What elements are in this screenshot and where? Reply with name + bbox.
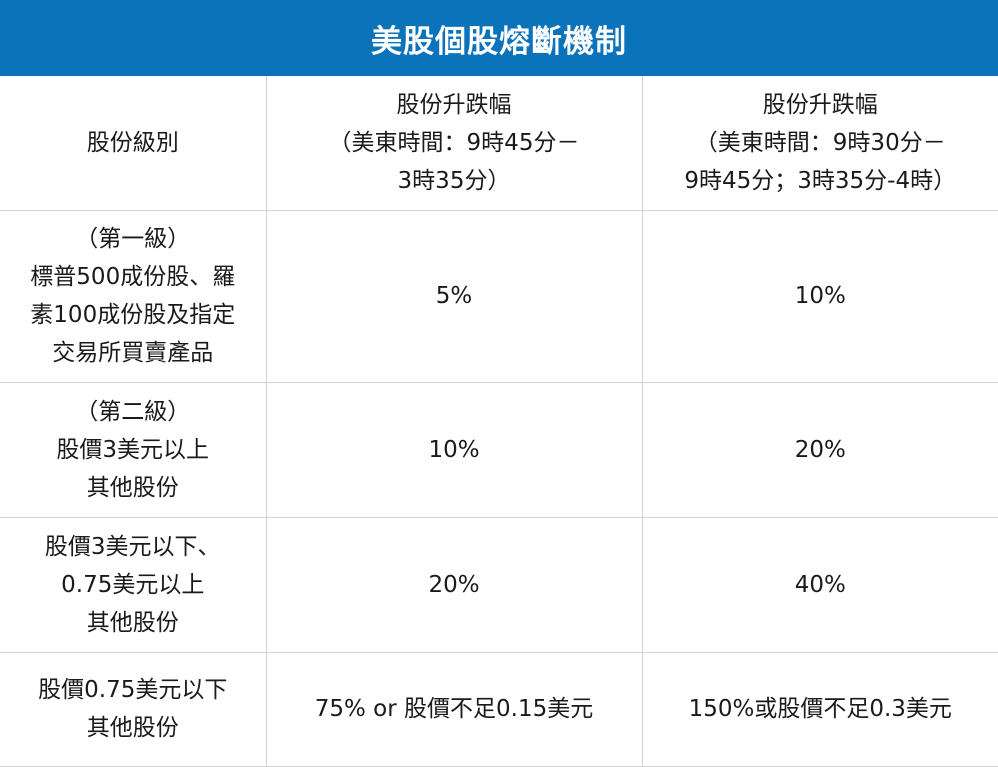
header-range-2-line-2: （美東時間：9時30分－ — [694, 129, 946, 156]
table-header-row: 股份級別 股份升跌幅 （美東時間：9時45分－ 3時35分） 股份升跌幅 （美東… — [0, 76, 998, 211]
level-cell: 股價3美元以下、 0.75美元以上 其他股份 — [0, 516, 267, 653]
level-cell: （第一級） 標普500成份股、羅 素100成份股及指定 交易所買賣產品 — [0, 209, 267, 383]
range-2-cell: 150%或股價不足0.3美元 — [641, 651, 998, 767]
level-line: （第二級） — [75, 398, 191, 425]
level-line: 標普500成份股、羅 — [30, 264, 236, 290]
level-cell: 股價0.75美元以下 其他股份 — [0, 651, 267, 767]
level-line: 其他股份 — [86, 474, 179, 501]
range-2-cell: 20% — [641, 381, 998, 518]
header-range-1-line-2: （美東時間：9時45分－ — [328, 129, 580, 156]
level-line: 股價0.75美元以下 — [38, 677, 228, 703]
header-range-2-line-3: 9時45分；3時35分-4時） — [684, 167, 957, 194]
header-range-1-line-3: 3時35分） — [397, 167, 511, 194]
range-1-cell: 75% or 股價不足0.15美元 — [265, 651, 643, 767]
level-line: 股價3美元以上 — [56, 436, 210, 463]
table-row: （第二級） 股價3美元以上 其他股份 10% 20% — [0, 381, 998, 518]
header-cell-level: 股份級別 — [0, 76, 267, 211]
header-level-line: 股份級別 — [86, 129, 179, 156]
header-cell-range-1: 股份升跌幅 （美東時間：9時45分－ 3時35分） — [265, 76, 643, 211]
level-line: 股價3美元以下、 — [44, 533, 221, 560]
level-line: 其他股份 — [86, 609, 179, 636]
level-line: （第一級） — [75, 226, 191, 252]
table-row: 股價0.75美元以下 其他股份 75% or 股價不足0.15美元 150%或股… — [0, 651, 998, 767]
title-bar: 美股個股熔斷機制 — [0, 0, 998, 76]
range-1-cell: 5% — [265, 209, 643, 383]
range-1-cell: 10% — [265, 381, 643, 518]
header-range-2-line-1: 股份升跌幅 — [762, 91, 878, 118]
level-line: 素100成份股及指定 — [30, 302, 236, 328]
level-line: 其他股份 — [86, 715, 179, 741]
range-1-cell: 20% — [265, 516, 643, 653]
level-line: 交易所買賣產品 — [52, 340, 214, 366]
circuit-breaker-table: 股份級別 股份升跌幅 （美東時間：9時45分－ 3時35分） 股份升跌幅 （美東… — [0, 76, 998, 767]
level-cell: （第二級） 股價3美元以上 其他股份 — [0, 381, 267, 518]
table-row: 股價3美元以下、 0.75美元以上 其他股份 20% 40% — [0, 516, 998, 653]
range-2-cell: 10% — [641, 209, 998, 383]
page-title: 美股個股熔斷機制 — [371, 23, 627, 60]
level-line: 0.75美元以上 — [61, 571, 205, 598]
table-row: （第一級） 標普500成份股、羅 素100成份股及指定 交易所買賣產品 5% 1… — [0, 209, 998, 383]
header-cell-range-2: 股份升跌幅 （美東時間：9時30分－ 9時45分；3時35分-4時） — [641, 76, 998, 211]
header-range-1-line-1: 股份升跌幅 — [396, 91, 512, 118]
range-2-cell: 40% — [641, 516, 998, 653]
